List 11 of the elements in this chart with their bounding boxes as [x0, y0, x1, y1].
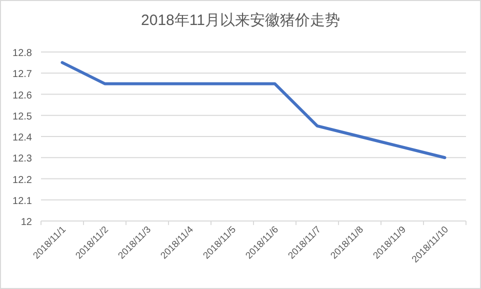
y-tick-label: 12.8 [12, 48, 32, 59]
y-tick-label: 12.6 [12, 90, 32, 102]
y-tick-label: 12.7 [12, 69, 32, 80]
y-tick-label: 12.2 [12, 174, 32, 186]
y-tick-label: 12.4 [12, 132, 32, 144]
y-tick-label: 12.5 [12, 111, 32, 122]
y-tick-label: 12.3 [12, 154, 32, 165]
y-tick-label: 12.1 [12, 196, 32, 207]
y-tick-label: 12 [20, 217, 32, 228]
chart-title: 2018年11月以来安徽猪价走势 [141, 12, 340, 29]
line-series [60, 61, 446, 160]
